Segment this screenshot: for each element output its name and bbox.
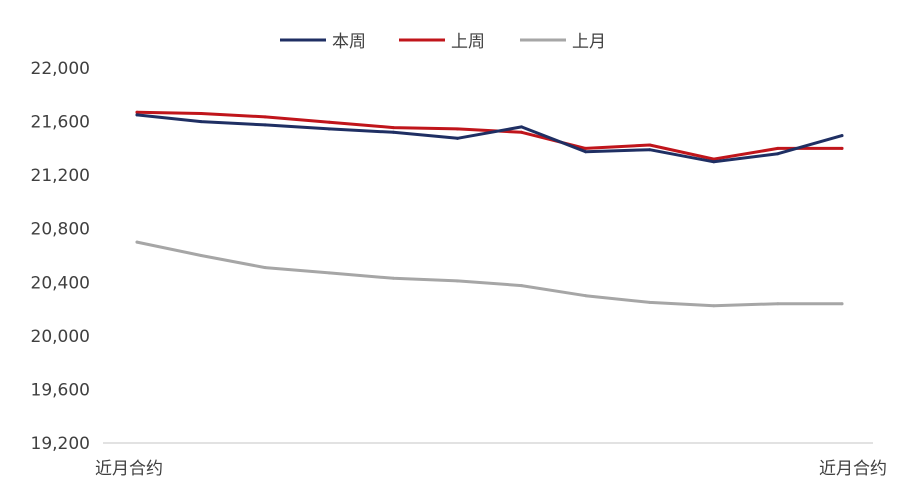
- y-tick-label: 19,600: [31, 380, 90, 400]
- series-line: [135, 110, 844, 161]
- data-point: [648, 143, 652, 147]
- data-point: [520, 130, 524, 134]
- data-point: [135, 240, 139, 244]
- data-point: [455, 127, 459, 131]
- legend-label: 本周: [332, 32, 366, 52]
- data-point: [840, 134, 844, 138]
- data-point: [391, 276, 395, 280]
- data-point: [776, 146, 780, 150]
- series-line: [135, 240, 844, 308]
- data-point: [263, 266, 267, 270]
- data-point: [263, 115, 267, 119]
- data-point: [327, 120, 331, 124]
- x-tick-label: 近月合约: [95, 459, 163, 479]
- data-point: [199, 112, 203, 116]
- legend-label: 上月: [572, 32, 606, 52]
- data-point: [584, 294, 588, 298]
- data-point: [455, 279, 459, 283]
- data-point: [712, 304, 716, 308]
- legend-label: 上周: [451, 32, 485, 52]
- data-point: [648, 148, 652, 152]
- data-point: [520, 284, 524, 288]
- data-point: [776, 152, 780, 156]
- data-point: [327, 271, 331, 275]
- data-point: [584, 146, 588, 150]
- series-line: [135, 113, 844, 164]
- y-tick-label: 21,200: [31, 166, 90, 186]
- y-tick-label: 20,000: [31, 327, 90, 347]
- y-tick-label: 19,200: [31, 434, 90, 454]
- data-point: [455, 136, 459, 140]
- x-tick-label: 近月合约: [819, 459, 887, 479]
- data-point: [520, 125, 524, 129]
- data-point: [263, 123, 267, 127]
- data-point: [584, 150, 588, 154]
- y-tick-label: 22,000: [31, 59, 90, 79]
- data-point: [327, 127, 331, 131]
- data-point: [840, 302, 844, 306]
- legend: 本周 上周 上月: [280, 32, 606, 52]
- data-point: [135, 113, 139, 117]
- data-point: [712, 160, 716, 164]
- y-tick-label: 21,600: [31, 113, 90, 133]
- data-point: [840, 146, 844, 150]
- data-point: [776, 302, 780, 306]
- data-point: [135, 110, 139, 114]
- data-point: [199, 120, 203, 124]
- y-tick-label: 20,400: [31, 273, 90, 293]
- x-axis: 近月合约 近月合约: [95, 459, 887, 479]
- data-point: [648, 300, 652, 304]
- data-point: [712, 157, 716, 161]
- series-layer: [135, 110, 844, 308]
- y-tick-label: 20,800: [31, 220, 90, 240]
- data-point: [391, 130, 395, 134]
- data-point: [391, 126, 395, 130]
- y-axis: 22,000 21,600 21,200 20,800 20,400 20,000 19,6…: [31, 59, 90, 454]
- data-point: [199, 254, 203, 257]
